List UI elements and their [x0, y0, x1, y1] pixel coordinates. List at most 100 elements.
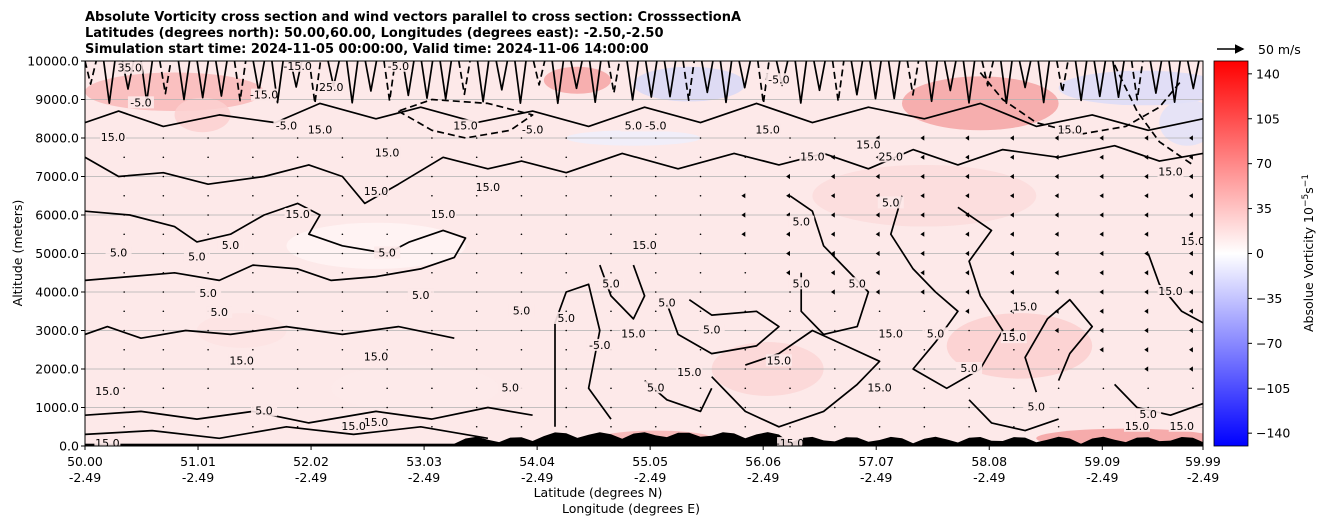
contour-label: 15.0	[364, 416, 389, 429]
wind-vector	[875, 270, 880, 276]
wind-vector	[654, 425, 657, 428]
contour-line	[570, 61, 583, 90]
wind-vector	[162, 291, 165, 293]
colorbar-tick-label: −140	[1256, 426, 1290, 441]
wind-vector	[341, 252, 344, 255]
wind-vector	[1054, 327, 1059, 334]
colorbar: 140 105 70 35 0 −35 −70 −105 −140 Absolue Vortic…	[1213, 60, 1316, 447]
wind-vector	[1099, 173, 1104, 180]
wind-vector	[162, 406, 165, 409]
wind-vector	[1099, 250, 1104, 257]
contour-line	[831, 61, 845, 103]
contour-label-bg	[374, 246, 401, 259]
wind-vector	[1099, 193, 1104, 199]
contour-label-bg	[251, 88, 278, 101]
x-tick-label-lon: -2.49	[747, 470, 779, 485]
contour-label-bg	[374, 146, 401, 159]
wind-vector	[386, 406, 388, 409]
contour-line	[457, 61, 471, 96]
wind-vector	[1144, 327, 1149, 334]
wind-vector	[789, 156, 791, 159]
wind-vector	[341, 271, 344, 274]
wind-vector	[162, 214, 165, 216]
wind-vector	[123, 175, 125, 178]
wind-vector	[1144, 347, 1149, 353]
wind-vector	[386, 175, 388, 178]
contour-label: 15.0	[1125, 420, 1150, 433]
wind-vector	[341, 137, 344, 139]
contour-label-bg	[340, 419, 367, 432]
wind-vector	[207, 368, 209, 370]
wind-vector	[162, 310, 165, 313]
contour-label-bg	[642, 381, 669, 394]
wind-vector	[654, 175, 657, 178]
wind-vector	[296, 387, 299, 390]
contour-label-bg	[765, 73, 792, 86]
contour-label: 15.0	[229, 354, 254, 367]
contour-label-bg	[788, 277, 815, 290]
contour-label: -5.0	[130, 96, 151, 109]
contour-label: 5.0	[255, 404, 273, 417]
contour-line	[196, 61, 210, 99]
wind-vector	[565, 175, 568, 178]
wind-vector	[341, 406, 344, 409]
wind-vector	[1189, 154, 1193, 160]
wind-vector	[520, 214, 523, 216]
contour-labels: 5.015.05.05.05.05.015.015.015.015.015.05…	[94, 61, 1203, 450]
contour-line	[700, 61, 714, 94]
wind-vector	[1144, 173, 1149, 180]
wind-vector	[1147, 387, 1149, 390]
wind-vector	[431, 348, 433, 351]
wind-vector	[207, 194, 209, 197]
wind-vector	[965, 173, 970, 180]
wind-vector	[1192, 406, 1194, 409]
wind-vector	[386, 271, 388, 274]
wind-vector	[610, 137, 612, 139]
contour-label: 5.0	[960, 362, 978, 375]
wind-vector	[162, 368, 165, 370]
wind-vector	[565, 425, 568, 428]
title-line-1: Absolute Vorticity cross section and win…	[85, 10, 741, 25]
wind-vector	[786, 270, 790, 276]
contour-label: 15.0	[375, 146, 400, 159]
colorbar-tick-label: 0	[1256, 246, 1264, 261]
colorbar-tick-label: −105	[1256, 381, 1290, 396]
contour-label-bg	[1123, 419, 1150, 432]
contour-label-bg	[698, 323, 725, 336]
wind-vector	[610, 156, 612, 159]
wind-vector	[610, 214, 612, 216]
wind-vector	[1010, 193, 1014, 199]
contour-line	[1130, 61, 1144, 101]
wind-vector	[123, 214, 125, 216]
wind-vector	[830, 154, 835, 160]
contour-line	[711, 329, 881, 428]
wind-vector	[830, 289, 835, 295]
wind-vector	[610, 368, 612, 370]
wind-vector	[520, 425, 523, 428]
wind-vector	[1054, 193, 1059, 199]
contour-label: 15.0	[341, 420, 366, 433]
contour-label-bg	[631, 238, 658, 251]
contour-label: 15.0	[364, 185, 389, 198]
wind-vector	[123, 329, 125, 332]
wind-vector	[386, 387, 388, 390]
wind-vector	[654, 291, 657, 293]
contour-label: 5.0	[222, 239, 240, 252]
wind-vector	[123, 425, 125, 428]
wind-vector	[744, 137, 747, 139]
contour-line	[495, 61, 509, 91]
wind-vector	[431, 329, 433, 332]
contour-label-bg	[1056, 123, 1083, 136]
contour-line	[999, 61, 1013, 105]
contour-line	[551, 61, 565, 105]
wind-vector	[565, 233, 568, 236]
contour-label: 15.0	[95, 437, 120, 450]
contour-label-bg	[1023, 400, 1050, 413]
y-tick-label: 9000.0	[35, 92, 79, 107]
wind-vector	[565, 329, 568, 332]
contour-label: 5.0	[110, 247, 128, 260]
contour-label: 5.0	[513, 304, 531, 317]
wind-vector	[162, 252, 165, 255]
terrain-shading	[85, 432, 1203, 446]
contour-label: 15.0	[1013, 300, 1038, 313]
